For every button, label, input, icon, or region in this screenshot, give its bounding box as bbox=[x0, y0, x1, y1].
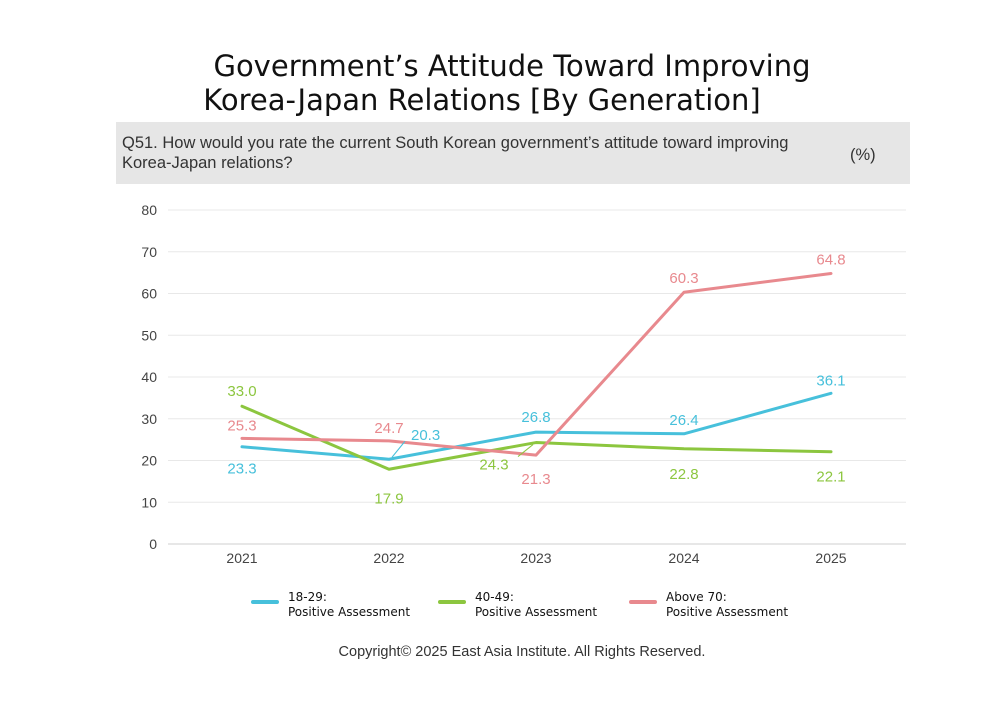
data-label-40-49-2025: 22.1 bbox=[816, 469, 845, 486]
legend-label-above-70-line1: Above 70: bbox=[666, 590, 727, 604]
series-line-40-49 bbox=[240, 404, 833, 471]
data-label-40-49-2024: 22.8 bbox=[669, 466, 698, 483]
y-tick-label-40: 40 bbox=[141, 369, 157, 385]
series-line-above-70 bbox=[240, 271, 833, 457]
chart-title-line-1: Government’s Attitude Toward Improving bbox=[213, 49, 811, 83]
data-label-above-70-2025: 64.8 bbox=[816, 251, 845, 268]
unit-label: (%) bbox=[850, 146, 876, 164]
data-label-18-29-2022: 20.3 bbox=[411, 427, 440, 444]
data-label-above-70-2024: 60.3 bbox=[669, 270, 698, 287]
series-line-18-29 bbox=[240, 391, 833, 461]
legend-swatch-40-49 bbox=[438, 600, 466, 604]
y-tick-label-60: 60 bbox=[141, 286, 157, 302]
x-tick-label-2025: 2025 bbox=[815, 550, 846, 566]
leader-line-40-49-2023 bbox=[517, 444, 534, 457]
question-text: Q51. How would you rate the current Sout… bbox=[122, 134, 789, 172]
legend-swatch-18-29 bbox=[251, 600, 279, 604]
data-label-above-70-2022: 24.7 bbox=[374, 420, 403, 437]
data-label-18-29-2025: 36.1 bbox=[816, 372, 845, 389]
y-tick-label-20: 20 bbox=[141, 453, 157, 469]
y-tick-label-0: 0 bbox=[149, 536, 157, 552]
data-label-40-49-2021: 33.0 bbox=[227, 383, 256, 400]
data-label-40-49-2022: 17.9 bbox=[374, 490, 403, 507]
x-tick-label-2024: 2024 bbox=[668, 550, 699, 566]
x-tick-label-2022: 2022 bbox=[373, 550, 404, 566]
data-label-above-70-2023: 21.3 bbox=[521, 471, 550, 488]
legend-label-18-29-line1: 18-29: bbox=[288, 590, 327, 604]
legend-label-40-49-line2: Positive Assessment bbox=[475, 605, 598, 619]
y-tick-label-70: 70 bbox=[141, 244, 157, 260]
y-tick-label-80: 80 bbox=[141, 202, 157, 218]
legend-label-18-29-line2: Positive Assessment bbox=[288, 605, 411, 619]
y-tick-label-50: 50 bbox=[141, 327, 157, 343]
x-tick-label-2023: 2023 bbox=[520, 550, 551, 566]
x-tick-label-2021: 2021 bbox=[226, 550, 257, 566]
y-tick-label-30: 30 bbox=[141, 411, 157, 427]
data-label-18-29-2024: 26.4 bbox=[669, 412, 698, 429]
legend-label-above-70-line2: Positive Assessment bbox=[666, 605, 789, 619]
data-label-above-70-2021: 25.3 bbox=[227, 417, 256, 434]
data-label-40-49-2023: 24.3 bbox=[479, 457, 508, 474]
data-label-18-29-2021: 23.3 bbox=[227, 461, 256, 478]
legend-swatch-above-70 bbox=[629, 600, 657, 604]
copyright-text: Copyright© 2025 East Asia Institute. All… bbox=[338, 644, 706, 660]
leader-line-18-29-2022 bbox=[391, 440, 406, 458]
data-label-18-29-2023: 26.8 bbox=[521, 409, 550, 426]
question-box: Q51. How would you rate the current Sout… bbox=[116, 122, 910, 184]
y-tick-label-10: 10 bbox=[141, 494, 157, 510]
legend-label-40-49-line1: 40-49: bbox=[475, 590, 514, 604]
chart-title-line-2: Korea-Japan Relations [By Generation] bbox=[203, 83, 761, 117]
